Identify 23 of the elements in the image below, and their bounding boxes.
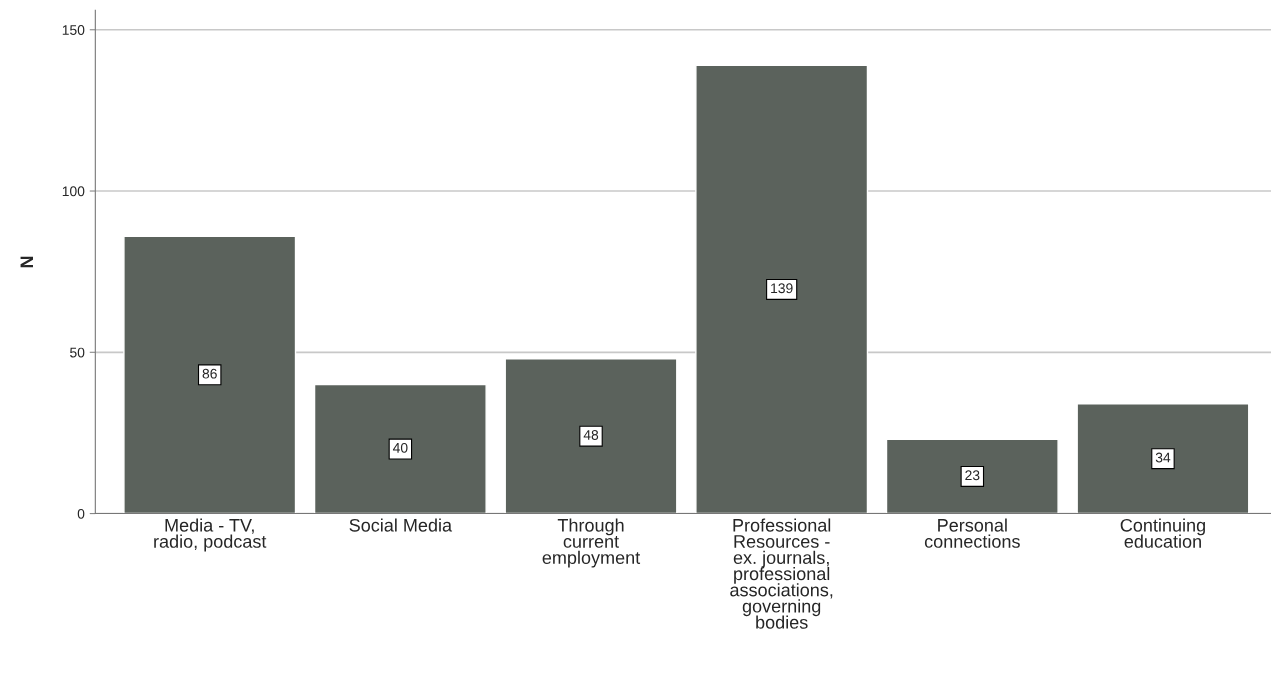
y-tick-label: 0 [77,508,85,519]
bar [885,438,1059,514]
x-tick-label: Media - TV, radio, podcast [154,518,267,552]
y-tick-label: 50 [70,347,85,358]
x-tick-label: Personal connections [924,518,1020,548]
bar [123,235,297,514]
x-tick-label: Social Media [349,518,453,532]
data-label: 40 [392,442,408,453]
bar [1076,403,1250,514]
y-tick-label: 100 [62,186,85,197]
bar [504,358,678,514]
bar [313,383,487,514]
data-label: 34 [1155,452,1171,463]
data-label: 139 [771,283,793,294]
data-label: 86 [202,368,217,379]
data-label: 23 [965,470,980,481]
data-label: 48 [583,430,599,440]
bar [695,64,869,514]
x-tick-label: Professional Resources - ex. journals, professional associations, governing bodies [730,518,833,629]
x-tick-label: Through current employment [542,518,641,568]
y-tick-label: 150 [62,25,85,35]
x-tick-label: Continuing education [1120,518,1205,548]
y-axis-title: N [20,256,33,268]
